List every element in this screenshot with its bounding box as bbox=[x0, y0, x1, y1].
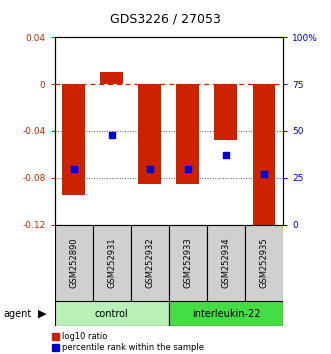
Bar bbox=[93, 225, 131, 301]
Legend: log10 ratio, percentile rank within the sample: log10 ratio, percentile rank within the … bbox=[52, 332, 204, 353]
Text: GDS3226 / 27053: GDS3226 / 27053 bbox=[110, 12, 221, 25]
Point bbox=[71, 166, 76, 171]
Bar bbox=[55, 301, 169, 326]
Bar bbox=[169, 225, 207, 301]
Point bbox=[147, 166, 152, 171]
Bar bbox=[176, 84, 199, 184]
Bar bbox=[131, 225, 169, 301]
Text: interleukin-22: interleukin-22 bbox=[192, 309, 260, 319]
Point bbox=[185, 166, 191, 171]
Text: ▶: ▶ bbox=[38, 309, 47, 319]
Bar bbox=[62, 84, 85, 195]
Text: agent: agent bbox=[3, 309, 31, 319]
Point bbox=[109, 132, 115, 138]
Point bbox=[223, 153, 228, 158]
Bar bbox=[245, 225, 283, 301]
Bar bbox=[214, 84, 237, 141]
Text: GSM252932: GSM252932 bbox=[145, 238, 154, 288]
Text: GSM252931: GSM252931 bbox=[107, 238, 116, 288]
Bar bbox=[207, 225, 245, 301]
Point bbox=[261, 171, 266, 177]
Text: GSM252933: GSM252933 bbox=[183, 238, 192, 288]
Text: GSM252935: GSM252935 bbox=[260, 238, 268, 288]
Text: GSM252890: GSM252890 bbox=[69, 238, 78, 288]
Text: GSM252934: GSM252934 bbox=[221, 238, 230, 288]
Bar bbox=[138, 84, 161, 184]
Bar bbox=[169, 301, 283, 326]
Bar bbox=[100, 72, 123, 84]
Bar bbox=[55, 225, 93, 301]
Bar bbox=[253, 84, 275, 225]
Text: control: control bbox=[95, 309, 128, 319]
